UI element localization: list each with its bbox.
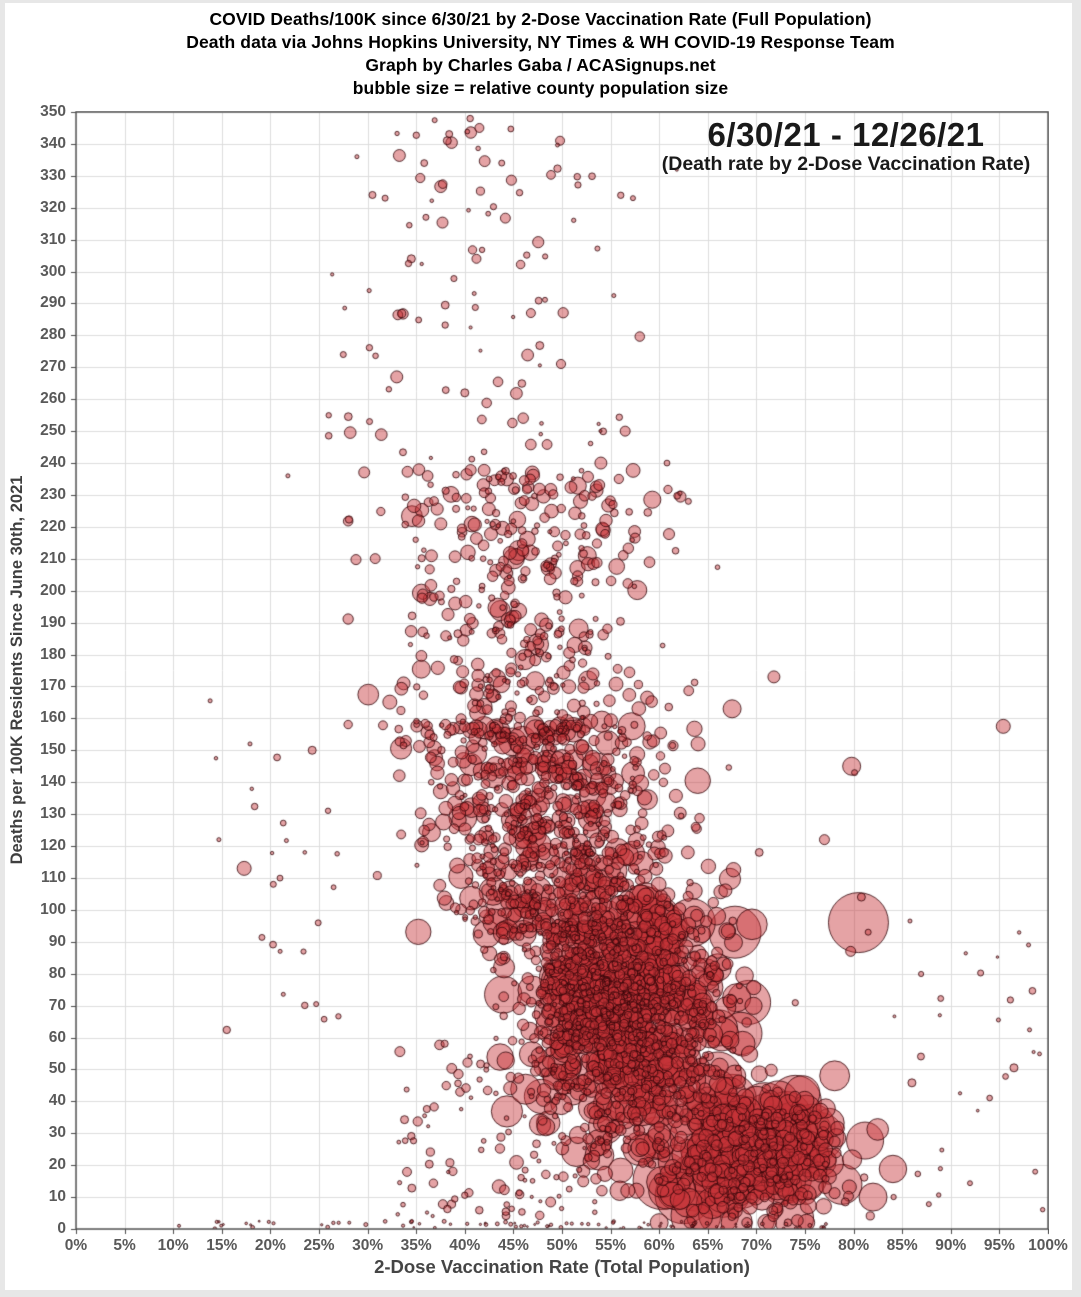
y-tick-label: 150 — [40, 741, 66, 759]
x-tick-label: 40% — [449, 1237, 481, 1254]
y-tick-label: 240 — [40, 454, 66, 472]
x-tick-label: 85% — [886, 1237, 918, 1254]
x-tick-label: 5% — [113, 1237, 136, 1254]
y-tick-label: 220 — [40, 517, 66, 535]
y-tick-label: 140 — [40, 773, 66, 791]
y-tick-label: 260 — [40, 390, 66, 408]
y-tick-label: 210 — [40, 549, 66, 567]
y-tick-label: 60 — [48, 1028, 66, 1046]
y-tick-label: 100 — [40, 900, 66, 918]
x-tick-label: 35% — [400, 1237, 432, 1254]
y-tick-label: 180 — [40, 645, 66, 663]
x-tick-label: 60% — [643, 1237, 675, 1254]
x-tick-label: 50% — [546, 1237, 578, 1254]
x-tick-label: 45% — [497, 1237, 529, 1254]
x-tick-label: 70% — [740, 1237, 772, 1254]
y-tick-label: 0 — [57, 1220, 66, 1237]
y-tick-label: 20 — [48, 1156, 66, 1174]
y-tick-label: 300 — [40, 262, 66, 280]
x-tick-label: 75% — [789, 1237, 821, 1254]
chart-title-line3: Graph by Charles Gaba / ACASignups.net — [365, 55, 716, 75]
y-tick-label: 200 — [40, 581, 66, 599]
chart-title-line1: COVID Deaths/100K since 6/30/21 by 2-Dos… — [209, 9, 872, 29]
y-tick-label: 340 — [40, 134, 66, 152]
y-tick-label: 40 — [48, 1092, 66, 1110]
y-axis-title: Deaths per 100K Residents Since June 30t… — [8, 475, 26, 865]
y-tick-label: 10 — [48, 1188, 66, 1206]
x-tick-label: 65% — [692, 1237, 724, 1254]
x-tick-label: 20% — [254, 1237, 286, 1254]
y-tick-label: 280 — [40, 326, 66, 344]
y-tick-label: 50 — [48, 1060, 66, 1078]
chart-title-line4: bubble size = relative county population… — [352, 78, 729, 98]
x-tick-label: 0% — [64, 1237, 88, 1254]
y-tick-label: 170 — [40, 677, 66, 695]
y-tick-label: 230 — [40, 485, 66, 503]
y-tick-label: 120 — [40, 837, 66, 855]
y-tick-label: 290 — [40, 294, 66, 312]
x-tick-label: 95% — [983, 1237, 1015, 1254]
x-tick-label: 25% — [303, 1237, 335, 1254]
y-tick-label: 320 — [40, 198, 66, 216]
y-tick-label: 190 — [40, 613, 66, 631]
y-tick-label: 30 — [48, 1124, 66, 1142]
y-tick-label: 90 — [48, 932, 66, 950]
x-tick-label: 10% — [157, 1237, 189, 1254]
date-range-annotation: 6/30/21 - 12/26/21 (Death rate by 2-Dose… — [640, 116, 1052, 175]
date-range-text: 6/30/21 - 12/26/21 — [707, 116, 985, 153]
x-tick-label: 30% — [352, 1237, 384, 1254]
y-tick-label: 310 — [40, 230, 66, 248]
x-tick-label: 100% — [1028, 1237, 1068, 1254]
y-tick-label: 350 — [40, 103, 66, 120]
chart-header: COVID Deaths/100K since 6/30/21 by 2-Dos… — [0, 8, 1081, 100]
y-tick-label: 270 — [40, 358, 66, 376]
y-tick-label: 80 — [48, 964, 66, 982]
date-range-subtitle: (Death rate by 2-Dose Vaccination Rate) — [661, 153, 1031, 175]
y-tick-label: 160 — [40, 709, 66, 727]
x-tick-label: 90% — [935, 1237, 967, 1254]
y-tick-label: 110 — [40, 868, 66, 886]
x-tick-label: 80% — [838, 1237, 870, 1254]
y-tick-label: 70 — [48, 996, 66, 1014]
y-tick-label: 130 — [40, 805, 66, 823]
y-tick-label: 250 — [40, 422, 66, 440]
bubble-plot-canvas — [69, 111, 1049, 1238]
x-tick-label: 15% — [206, 1237, 238, 1254]
chart-title-line2: Death data via Johns Hopkins University,… — [186, 32, 895, 52]
x-axis-title: 2-Dose Vaccination Rate (Total Populatio… — [374, 1256, 750, 1277]
x-tick-label: 55% — [595, 1237, 627, 1254]
y-tick-label: 330 — [40, 166, 66, 184]
